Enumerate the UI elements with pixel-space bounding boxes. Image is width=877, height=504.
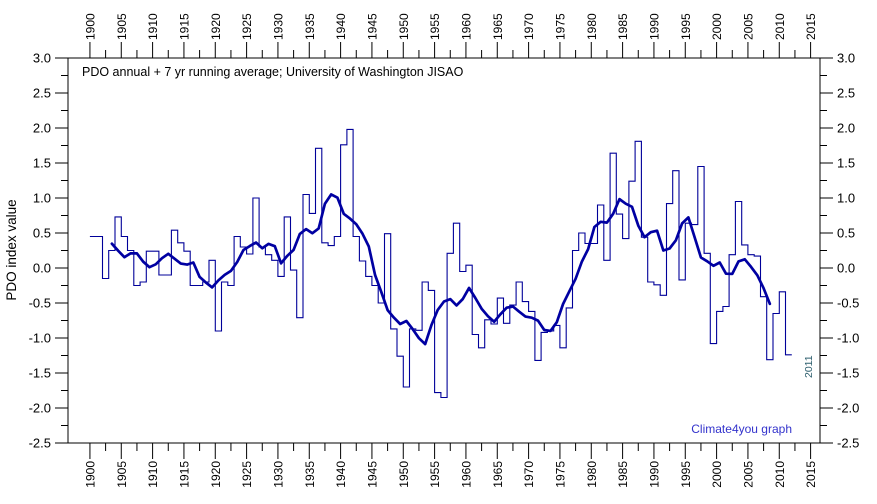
y-tick-label-left: 1.5 [33,156,51,171]
x-tick-label-bottom: 1990 [647,461,661,488]
x-tick-label-top: 1960 [459,13,473,40]
x-tick-label-top: 1900 [83,13,97,40]
y-tick-label-left: 2.0 [33,121,51,136]
x-tick-label-top: 1930 [271,13,285,40]
x-tick-label-bottom: 2010 [773,461,787,488]
plot-border [67,57,821,444]
x-tick-label-top: 1990 [647,13,661,40]
y-tick-label-left: 3.0 [33,51,51,66]
y-tick-label-right: 3.0 [837,51,855,66]
x-tick-label-top: 1955 [428,13,442,40]
y-tick-label-right: 2.5 [837,86,855,101]
y-tick-label-left: 1.0 [33,191,51,206]
y-tick-label-left: 2.5 [33,86,51,101]
y-tick-label-right: -2.0 [837,401,859,416]
running-average-line [110,193,772,346]
y-tick-label-right: -1.5 [837,366,859,381]
y-tick-label-left: -0.5 [29,296,51,311]
x-tick-label-top: 2000 [710,13,724,40]
x-tick-label-top: 1950 [397,13,411,40]
x-tick-label-bottom: 1985 [616,461,630,488]
y-tick-label-right: 0.0 [837,261,855,276]
x-tick-label-top: 1970 [522,13,536,40]
x-tick-label-top: 1935 [303,13,317,40]
x-tick-label-bottom: 1925 [240,461,254,488]
x-tick-label-top: 2015 [804,13,818,40]
chart-title: PDO annual + 7 yr running average; Unive… [82,65,464,79]
x-tick-label-bottom: 1945 [365,461,379,488]
y-tick-label-right: 1.0 [837,191,855,206]
x-tick-label-bottom: 2015 [804,461,818,488]
y-tick-label-right: -0.5 [837,296,859,311]
x-tick-label-bottom: 1900 [83,461,97,488]
x-tick-label-top: 1980 [585,13,599,40]
x-tick-label-top: 2010 [773,13,787,40]
y-tick-label-left: 0.0 [33,261,51,276]
x-tick-label-bottom: 1910 [146,461,160,488]
end-year-label: 2011 [803,355,815,378]
y-tick-label-left: -2.5 [29,436,51,451]
x-tick-label-top: 1915 [177,13,191,40]
y-tick-label-right: 1.5 [837,156,855,171]
x-tick-label-top: 1925 [240,13,254,40]
x-tick-label-top: 1940 [334,13,348,40]
y-axis-label: PDO index value [4,199,19,300]
x-tick-label-top: 2005 [741,13,755,40]
x-tick-label-top: 1910 [146,13,160,40]
x-tick-label-top: 1920 [209,13,223,40]
x-tick-label-bottom: 1975 [553,461,567,488]
y-tick-label-left: -2.0 [29,401,51,416]
annual-step-line [89,128,792,399]
x-tick-label-top: 1995 [679,13,693,40]
footer-credit: Climate4you graph [691,422,792,436]
x-tick-label-bottom: 2005 [741,461,755,488]
x-tick-label-bottom: 1965 [491,461,505,488]
x-tick-label-bottom: 1970 [522,461,536,488]
x-tick-label-top: 1945 [365,13,379,40]
y-tick-label-right: 2.0 [837,121,855,136]
x-tick-label-bottom: 1960 [459,461,473,488]
y-tick-label-left: -1.5 [29,366,51,381]
x-tick-label-bottom: 1935 [303,461,317,488]
axes-and-data: 1900 1900 1905 1905 1910 1910 1915 1915 1920 1920… [29,13,860,488]
x-tick-label-bottom: 1930 [271,461,285,488]
x-tick-label-bottom: 2000 [710,461,724,488]
y-tick-label-left: 0.5 [33,226,51,241]
x-tick-label-bottom: 1940 [334,461,348,488]
y-tick-label-right: 0.5 [837,226,855,241]
x-tick-label-bottom: 1915 [177,461,191,488]
x-tick-label-bottom: 1920 [209,461,223,488]
x-tick-label-bottom: 1950 [397,461,411,488]
x-tick-label-bottom: 1995 [679,461,693,488]
x-tick-label-bottom: 1980 [585,461,599,488]
x-tick-label-top: 1905 [115,13,129,40]
y-tick-label-right: -2.5 [837,436,859,451]
x-tick-label-top: 1975 [553,13,567,40]
x-tick-label-top: 1985 [616,13,630,40]
y-tick-label-left: -1.0 [29,331,51,346]
x-tick-label-bottom: 1955 [428,461,442,488]
x-tick-label-bottom: 1905 [115,461,129,488]
x-tick-label-top: 1965 [491,13,505,40]
y-tick-label-right: -1.0 [837,331,859,346]
